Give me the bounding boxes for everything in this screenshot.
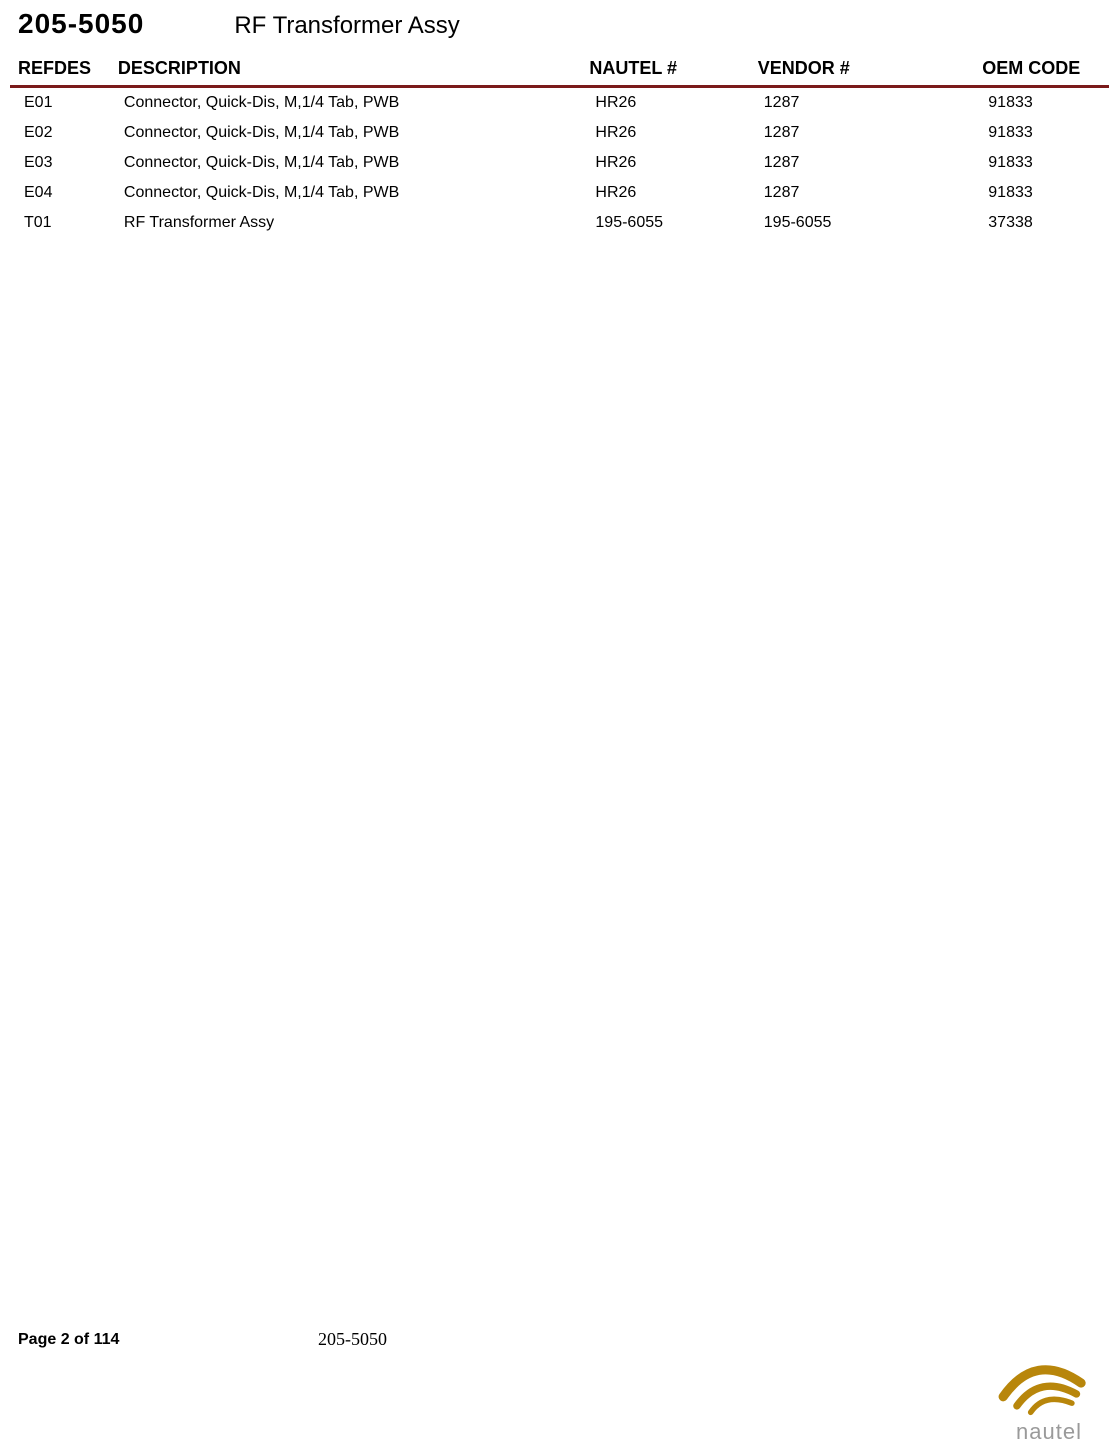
cell-vendor: 1287 [750, 148, 975, 178]
cell-refdes: T01 [10, 208, 110, 238]
cell-nautel: 195-6055 [581, 208, 749, 238]
cell-vendor: 1287 [750, 178, 975, 208]
page-footer: Page 2 of 114 205-5050 [0, 1329, 1119, 1350]
col-header-nautel: NAUTEL # [581, 52, 749, 87]
cell-vendor: 1287 [750, 118, 975, 148]
cell-nautel: HR26 [581, 87, 749, 119]
table-row: T01RF Transformer Assy195-6055195-605537… [10, 208, 1109, 238]
part-title: RF Transformer Assy [234, 12, 459, 40]
nautel-logo-text: nautel [1016, 1419, 1082, 1445]
parts-table-wrap: REFDES DESCRIPTION NAUTEL # VENDOR # OEM… [0, 52, 1119, 238]
cell-nautel: HR26 [581, 118, 749, 148]
cell-oem: 91833 [974, 118, 1109, 148]
table-row: E01Connector, Quick-Dis, M,1/4 Tab, PWBH… [10, 87, 1109, 119]
table-row: E04Connector, Quick-Dis, M,1/4 Tab, PWBH… [10, 178, 1109, 208]
cell-description: RF Transformer Assy [110, 208, 581, 238]
footer-part-ref: 205-5050 [318, 1329, 387, 1350]
table-header-row: REFDES DESCRIPTION NAUTEL # VENDOR # OEM… [10, 52, 1109, 87]
cell-vendor: 1287 [750, 87, 975, 119]
cell-vendor: 195-6055 [750, 208, 975, 238]
parts-table: REFDES DESCRIPTION NAUTEL # VENDOR # OEM… [10, 52, 1109, 238]
cell-oem: 91833 [974, 148, 1109, 178]
cell-refdes: E02 [10, 118, 110, 148]
table-row: E02Connector, Quick-Dis, M,1/4 Tab, PWBH… [10, 118, 1109, 148]
table-row: E03Connector, Quick-Dis, M,1/4 Tab, PWBH… [10, 148, 1109, 178]
cell-oem: 37338 [974, 208, 1109, 238]
cell-description: Connector, Quick-Dis, M,1/4 Tab, PWB [110, 118, 581, 148]
cell-description: Connector, Quick-Dis, M,1/4 Tab, PWB [110, 148, 581, 178]
col-header-vendor: VENDOR # [750, 52, 975, 87]
cell-refdes: E01 [10, 87, 110, 119]
col-header-refdes: REFDES [10, 52, 110, 87]
cell-nautel: HR26 [581, 178, 749, 208]
col-header-description: DESCRIPTION [110, 52, 581, 87]
cell-oem: 91833 [974, 87, 1109, 119]
cell-description: Connector, Quick-Dis, M,1/4 Tab, PWB [110, 178, 581, 208]
nautel-logo-icon [994, 1343, 1104, 1423]
footer-page-number: Page 2 of 114 [18, 1331, 318, 1349]
col-header-oem: OEM CODE [974, 52, 1109, 87]
page-header: 205-5050 RF Transformer Assy [0, 0, 1119, 40]
cell-description: Connector, Quick-Dis, M,1/4 Tab, PWB [110, 87, 581, 119]
cell-nautel: HR26 [581, 148, 749, 178]
cell-refdes: E04 [10, 178, 110, 208]
cell-refdes: E03 [10, 148, 110, 178]
part-number: 205-5050 [18, 8, 144, 40]
nautel-logo: nautel [989, 1343, 1109, 1445]
cell-oem: 91833 [974, 178, 1109, 208]
